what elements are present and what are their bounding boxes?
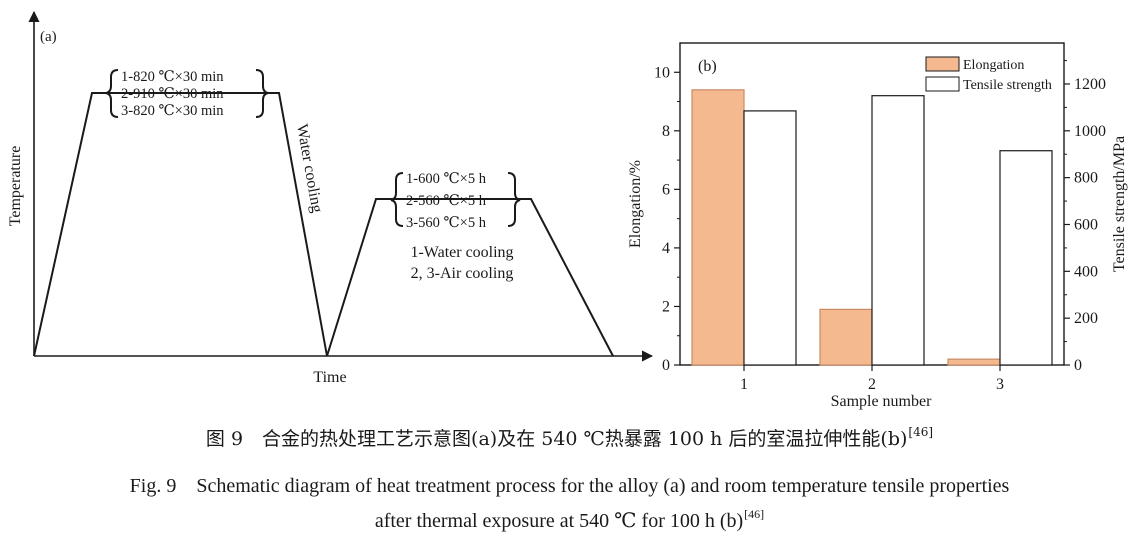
bar-tensile-strength-sample-1	[743, 110, 797, 366]
heat-treatment-profile-line	[33, 92, 614, 357]
bar-tensile-strength-sample-3	[999, 150, 1053, 366]
right-tick-label-200: 200	[1074, 310, 1098, 327]
legend-swatch-elongation	[925, 56, 960, 72]
stage1-left-brace	[105, 69, 119, 118]
right-tick-label-400: 400	[1074, 263, 1098, 280]
right-tick-label-1200: 1200	[1074, 76, 1106, 93]
bar-elongation-sample-3	[947, 358, 1001, 366]
tick-group: 1 2 3 0 2 4 6 8 10 0 200 400 600 800 1000 1200	[654, 60, 1106, 393]
stage2-condition-1: 1-600 ℃×5 h	[406, 171, 487, 187]
panel-a-schematic: (a) Temperature Time 1-820 ℃×30 min 2-91…	[7, 10, 654, 386]
stage2-cooling-1: 1-Water cooling	[410, 244, 513, 261]
legend: Elongation Tensile strength	[925, 56, 1052, 93]
left-tick-label-10: 10	[654, 64, 670, 81]
stage2-condition-3: 3-560 ℃×5 h	[406, 215, 487, 231]
left-tick-label-2: 2	[662, 298, 670, 315]
stage1-condition-2: 2-910 ℃×30 min	[121, 86, 224, 102]
bar-elongation-sample-1	[691, 89, 745, 366]
stage1-condition-3: 3-820 ℃×30 min	[121, 103, 224, 119]
stage2-condition-2: 2-560 ℃×5 h	[406, 193, 487, 209]
panel-a-x-axis-label: Time	[313, 369, 346, 386]
right-tick-label-800: 800	[1074, 170, 1098, 187]
caption-chinese: 图 9 合金的热处理工艺示意图(a)及在 540 ℃热暴露 100 h 后的室温…	[0, 424, 1139, 451]
bar-tensile-strength-sample-2	[871, 95, 925, 366]
caption-english-line-2-text: after thermal exposure at 540 ℃ for 100 …	[374, 510, 744, 532]
stage1-right-brace	[255, 69, 269, 118]
right-tick-label-0: 0	[1074, 357, 1082, 374]
right-tick-label-600: 600	[1074, 216, 1098, 233]
panel-a-label: (a)	[40, 29, 57, 45]
caption-english-reference: [46]	[744, 507, 765, 521]
right-tick-label-1000: 1000	[1074, 123, 1106, 140]
bar-group	[691, 89, 1053, 366]
left-tick-label-6: 6	[662, 181, 670, 198]
caption-chinese-reference: [46]	[908, 425, 934, 439]
figure-canvas: (a) Temperature Time 1-820 ℃×30 min 2-91…	[7, 10, 1128, 410]
bar-elongation-sample-2	[819, 308, 873, 366]
right-axis-title: Tensile strength/MPa	[1111, 136, 1128, 272]
x-tick-label-1: 1	[740, 376, 748, 393]
left-tick-label-8: 8	[662, 123, 670, 140]
caption-english-line-2: after thermal exposure at 540 ℃ for 100 …	[0, 507, 1139, 533]
stage2-left-brace	[390, 172, 404, 227]
caption-chinese-text: 图 9 合金的热处理工艺示意图(a)及在 540 ℃热暴露 100 h 后的室温…	[205, 428, 908, 450]
left-tick-label-0: 0	[662, 357, 670, 374]
left-axis-title: Elongation/%	[627, 160, 644, 248]
legend-label-tensile-strength: Tensile strength	[963, 78, 1052, 93]
x-tick-label-3: 3	[996, 376, 1004, 393]
panel-a-y-axis-label: Temperature	[7, 146, 24, 227]
legend-label-elongation: Elongation	[963, 58, 1024, 73]
x-axis-title: Sample number	[831, 393, 933, 410]
caption-english-line-1: Fig. 9 Schematic diagram of heat treatme…	[129, 475, 1010, 497]
stage2-cooling-2: 2, 3-Air cooling	[411, 265, 514, 282]
panel-b-label: (b)	[698, 58, 717, 75]
left-tick-label-4: 4	[662, 240, 670, 257]
stage2-right-brace	[507, 172, 521, 227]
stage1-condition-1: 1-820 ℃×30 min	[121, 69, 224, 85]
x-tick-label-2: 2	[868, 376, 876, 393]
legend-swatch-tensile-strength	[925, 76, 960, 92]
panel-b-chart: 1 2 3 0 2 4 6 8 10 0 200 400 600 800 1000 1200 (b) Elon…	[627, 42, 1128, 410]
